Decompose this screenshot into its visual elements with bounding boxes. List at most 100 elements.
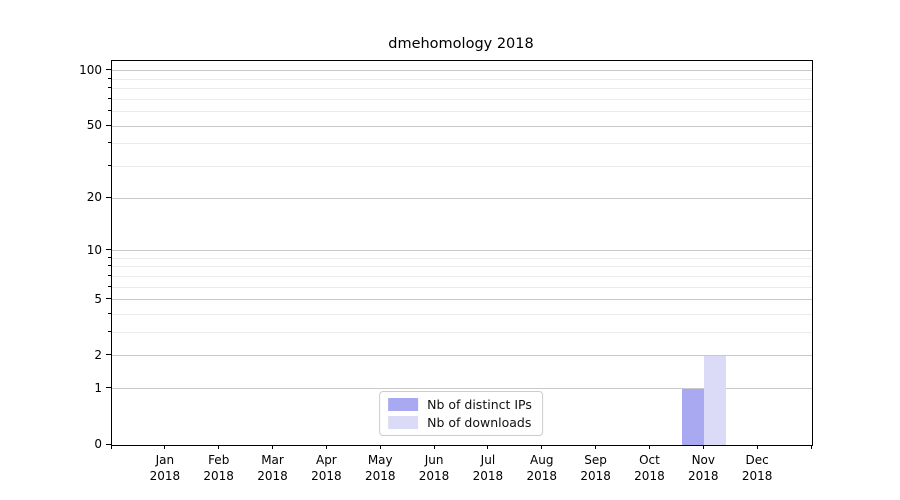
- bar-nb-of-distinct-ips: [682, 388, 705, 445]
- legend-entry-distinct-ips: Nb of distinct IPs: [388, 397, 532, 412]
- gridline-major: [112, 70, 812, 72]
- y-tick: [106, 69, 111, 71]
- y-minor-tick: [108, 313, 111, 314]
- y-tick-label: 20: [86, 190, 102, 205]
- legend-label-downloads: Nb of downloads: [427, 415, 532, 430]
- legend-entry-downloads: Nb of downloads: [388, 415, 532, 430]
- x-tick-label-year: 2018: [203, 469, 234, 483]
- y-minor-tick: [108, 165, 111, 167]
- x-tick-label: Jun 2018: [406, 452, 462, 484]
- x-tick: [164, 445, 166, 449]
- y-tick: [106, 124, 111, 126]
- gridline-major: [112, 250, 812, 252]
- y-tick-label: 100: [79, 62, 102, 77]
- gridline-major: [112, 355, 812, 357]
- legend-swatch-downloads: [388, 416, 419, 429]
- x-tick-label: Jul 2018: [460, 452, 516, 484]
- x-tick-label: Mar 2018: [245, 452, 301, 484]
- x-tick-label-month: May: [367, 453, 393, 467]
- x-tick-label-month: Mar: [261, 453, 284, 467]
- y-minor-tick: [108, 87, 111, 89]
- plot-area: [111, 60, 813, 446]
- y-tick-label: 50: [86, 118, 102, 133]
- gridline-minor: [112, 143, 812, 145]
- y-tick: [106, 387, 111, 389]
- x-tick-label-year: 2018: [472, 469, 504, 483]
- bar-nb-of-downloads: [704, 355, 727, 445]
- x-tick: [702, 445, 704, 449]
- x-tick-label: Dec 2018: [729, 452, 785, 484]
- gridline-minor: [112, 257, 812, 259]
- x-tick-label-month: Jun: [424, 453, 444, 467]
- gridline-major: [112, 388, 812, 390]
- y-minor-tick: [108, 142, 111, 144]
- x-tick-label-year: 2018: [149, 469, 181, 483]
- x-tick-label-month: Sep: [584, 453, 607, 467]
- x-tick-label-year: 2018: [580, 469, 611, 483]
- y-tick: [106, 443, 111, 445]
- x-tick: [487, 445, 489, 449]
- y-tick: [106, 298, 111, 300]
- gridline-minor: [112, 275, 812, 277]
- x-tick-label: Nov 2018: [675, 452, 731, 484]
- legend-label-distinct-ips: Nb of distinct IPs: [427, 397, 532, 412]
- y-tick-label: 1: [94, 380, 102, 395]
- x-tick-label-month: Jan: [155, 453, 175, 467]
- x-tick-label-year: 2018: [418, 469, 450, 483]
- x-tick-label: May 2018: [352, 452, 408, 484]
- x-tick: [756, 445, 758, 449]
- x-tick: [110, 445, 112, 449]
- y-minor-tick: [108, 256, 111, 258]
- x-tick-label-month: Apr: [315, 453, 337, 467]
- x-tick-label-month: Dec: [745, 453, 769, 467]
- gridline-minor: [112, 78, 812, 80]
- y-tick-label: 0: [94, 437, 102, 451]
- gridline-minor: [112, 98, 812, 100]
- x-tick-label-month: Oct: [639, 453, 660, 467]
- y-tick-label: 10: [86, 242, 102, 257]
- x-tick-label-year: 2018: [364, 469, 396, 483]
- gridline-major: [112, 299, 812, 301]
- x-tick-label: Feb 2018: [191, 452, 247, 484]
- y-minor-tick: [108, 274, 111, 276]
- gridline-minor: [112, 88, 812, 90]
- x-tick: [433, 445, 435, 449]
- y-minor-tick: [108, 110, 111, 112]
- y-tick: [106, 249, 111, 251]
- x-tick: [810, 445, 812, 449]
- gridline-minor: [112, 286, 812, 288]
- gridline-minor: [112, 166, 812, 168]
- y-minor-tick: [108, 285, 111, 287]
- y-minor-tick: [108, 265, 111, 267]
- x-tick: [595, 445, 597, 449]
- x-tick: [272, 445, 274, 449]
- x-tick-label-year: 2018: [688, 469, 719, 483]
- y-tick-label: 2: [94, 347, 102, 362]
- x-tick-label: Oct 2018: [621, 452, 677, 484]
- x-tick-label: Apr 2018: [298, 452, 354, 484]
- gridline-minor: [112, 314, 812, 315]
- legend: Nb of distinct IPs Nb of downloads: [379, 391, 543, 436]
- y-tick: [106, 196, 111, 198]
- y-tick: [106, 354, 111, 356]
- x-tick-label: Sep 2018: [568, 452, 624, 484]
- x-tick: [218, 445, 220, 449]
- y-minor-tick: [108, 331, 111, 333]
- y-minor-tick: [108, 77, 111, 79]
- x-tick-label-year: 2018: [634, 469, 665, 483]
- x-tick-label-month: Feb: [208, 453, 230, 467]
- x-tick-label: Aug 2018: [514, 452, 570, 484]
- gridline-minor: [112, 266, 812, 268]
- x-tick-label-year: 2018: [741, 469, 773, 483]
- gridline-minor: [112, 332, 812, 334]
- x-tick: [541, 445, 543, 449]
- x-tick: [379, 445, 381, 449]
- x-tick-label-year: 2018: [526, 469, 558, 483]
- legend-swatch-distinct-ips: [388, 398, 419, 411]
- gridline-major: [112, 197, 812, 199]
- x-tick-label-month: Nov: [691, 453, 715, 467]
- y-tick-label: 5: [94, 291, 102, 306]
- x-tick: [325, 445, 327, 449]
- gridline-major: [112, 125, 812, 127]
